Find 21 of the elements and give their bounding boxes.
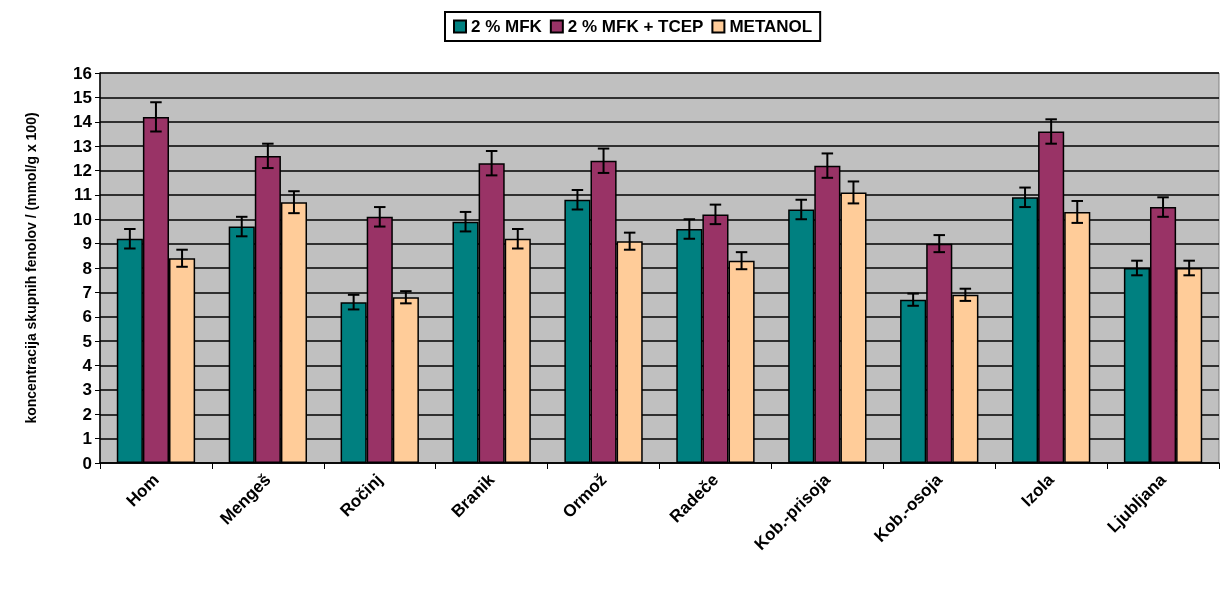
y-tick-label: 2 [82, 404, 92, 424]
y-tick-label: 13 [73, 136, 92, 156]
y-tick-label: 1 [82, 429, 92, 449]
y-tick-label: 5 [82, 331, 92, 351]
y-axis-title: koncentracija skupnih fenolov / (mmol/g x 100) [23, 112, 39, 424]
legend-label: 2 % MFK [471, 17, 543, 36]
y-tick-label: 10 [73, 209, 92, 229]
y-tick-label: 12 [73, 161, 92, 180]
y-tick-label: 8 [82, 258, 92, 278]
y-tick-label: 4 [82, 356, 93, 375]
y-tick-label: 16 [73, 63, 92, 83]
y-tick-label: 15 [73, 87, 92, 107]
legend-label: METANOL [729, 17, 813, 36]
y-tick-label: 7 [82, 282, 92, 302]
y-tick-label: 14 [73, 112, 93, 132]
y-tick-label: 0 [82, 453, 92, 473]
y-tick-label: 9 [82, 234, 92, 254]
y-tick-label: 11 [74, 185, 92, 205]
y-tick-label: 6 [82, 307, 92, 327]
legend-label: 2 % MFK + TCEP [567, 17, 704, 36]
y-tick-label: 3 [82, 380, 92, 400]
